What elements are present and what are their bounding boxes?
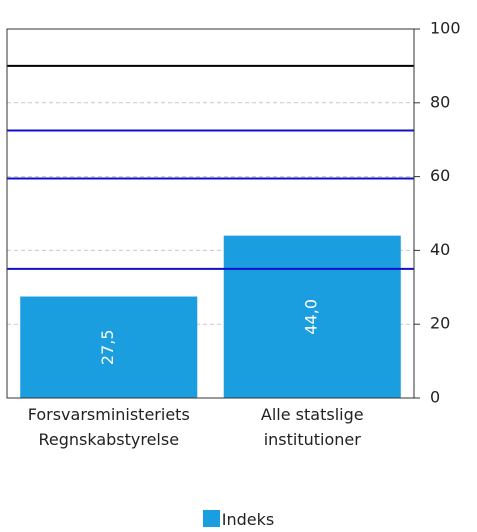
bar: [20, 296, 198, 398]
y-tick-label: 60: [430, 166, 450, 185]
y-tick-label: 80: [430, 92, 450, 111]
plot-frame: [6, 28, 415, 399]
y-tick-label: 20: [430, 314, 450, 333]
bar: [223, 235, 401, 398]
legend-swatch: [202, 510, 220, 527]
y-tick-label: 40: [430, 240, 450, 259]
x-tick-label: Alle statslige institutioner: [260, 405, 364, 449]
legend-label: Indeks: [221, 510, 275, 529]
legend: Indeks: [0, 510, 477, 529]
x-tick-label: Forsvarsministeriets Regnskabstyrelse: [27, 405, 190, 449]
value-label: 44,0: [302, 299, 321, 335]
y-tick-label: 0: [430, 388, 440, 407]
value-label: 27,5: [98, 329, 117, 365]
y-tick-label: 100: [430, 19, 461, 38]
